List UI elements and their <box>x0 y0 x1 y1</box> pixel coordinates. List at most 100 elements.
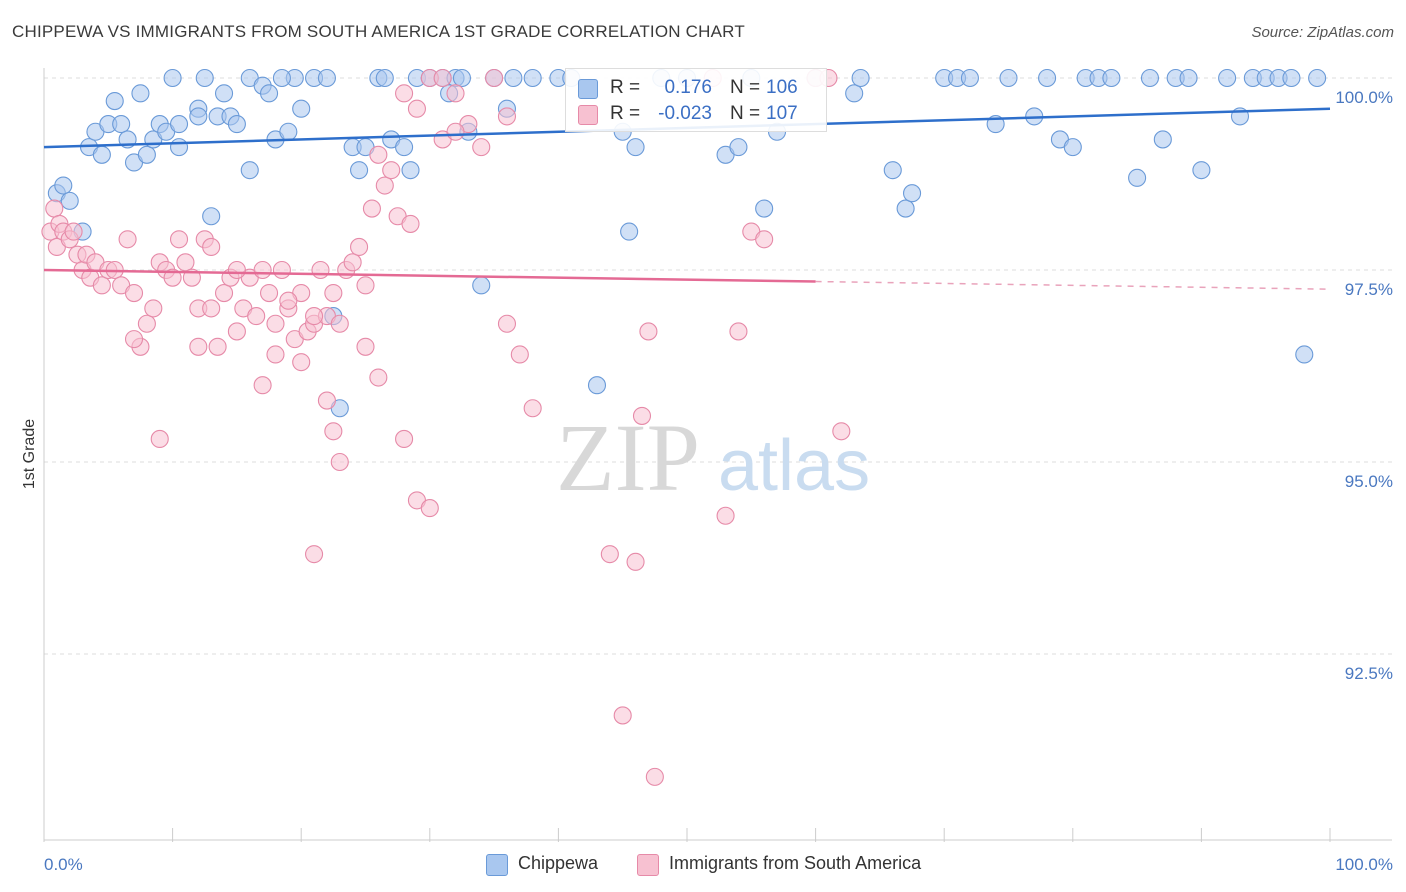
immigrants-point <box>632 406 652 425</box>
immigrants-point <box>202 237 221 257</box>
chippewa-point <box>626 138 645 157</box>
source-credit: Source: ZipAtlas.com <box>1251 24 1394 41</box>
immigrants-point <box>163 268 182 287</box>
immigrants-point <box>169 230 189 249</box>
chippewa-point <box>1192 161 1211 180</box>
immigrants-point <box>259 283 279 303</box>
chippewa-point <box>755 199 774 218</box>
immigrants-point <box>613 706 632 725</box>
y-axis-title: 1st Grade <box>21 419 38 489</box>
axes <box>43 68 1392 842</box>
immigrants-point <box>356 337 375 356</box>
immigrants-point <box>401 214 420 233</box>
immigrants-point <box>446 84 465 103</box>
legend-n-label: N = <box>730 77 761 98</box>
chippewa-point <box>845 84 864 103</box>
immigrants-point <box>305 307 324 326</box>
y-tick-label: 97.5% <box>1345 280 1393 299</box>
immigrants-point <box>600 545 619 564</box>
chippewa-point <box>472 276 491 295</box>
series-legend: Chippewa Immigrants from South America <box>0 852 1406 878</box>
immigrants-point <box>472 138 491 157</box>
chippewa-point <box>1063 138 1082 157</box>
chippewa-point <box>375 68 394 88</box>
immigrants-point <box>832 422 851 441</box>
immigrants-point <box>350 237 369 257</box>
chippewa-point <box>292 99 311 118</box>
immigrants-point <box>395 429 414 449</box>
chippewa-point <box>395 138 414 157</box>
immigrants-point <box>266 345 285 364</box>
chippewa-point <box>883 161 902 180</box>
legend-n-value: 107 <box>766 103 798 124</box>
immigrants-point <box>150 429 169 449</box>
chippewa-point <box>1218 68 1237 88</box>
immigrants-trend-line-extension <box>815 280 1331 290</box>
legend-row-chippewa: R = 0.176 N = 106 <box>566 75 826 101</box>
chippewa-point <box>60 191 79 210</box>
immigrants-point <box>375 176 394 195</box>
legend-n-label: N = <box>730 103 761 124</box>
legend-swatch-immigrants <box>578 105 598 125</box>
chippewa-point <box>54 176 73 195</box>
x-tick-label-min: 0.0% <box>44 855 83 874</box>
legend-r-value: 0.176 <box>664 77 712 98</box>
chippewa-point <box>1038 68 1057 88</box>
immigrants-point <box>362 199 381 218</box>
chippewa-point <box>1179 68 1198 88</box>
immigrants-point <box>330 452 349 472</box>
chippewa-point <box>137 145 156 164</box>
immigrants-point <box>92 276 111 295</box>
chippewa-point <box>279 122 298 141</box>
chippewa-point <box>960 68 979 88</box>
immigrants-point <box>45 199 64 218</box>
immigrants-point <box>343 253 362 272</box>
immigrants-point <box>137 314 156 333</box>
immigrants-point <box>124 330 144 349</box>
immigrants-point <box>369 145 388 164</box>
chippewa-point <box>169 138 189 157</box>
immigrants-point <box>311 260 330 280</box>
chippewa-point <box>1102 68 1121 88</box>
chippewa-point <box>452 68 472 88</box>
x-tick-label-max: 100.0% <box>1335 855 1393 874</box>
legend-r-label: R = <box>610 77 641 98</box>
chart-title: CHIPPEWA VS IMMIGRANTS FROM SOUTH AMERIC… <box>12 22 745 41</box>
chippewa-point <box>896 199 915 218</box>
chippewa-point <box>195 68 214 88</box>
chippewa-point <box>1295 345 1314 364</box>
immigrants-point <box>253 376 272 395</box>
legend-swatch-chippewa <box>578 79 598 99</box>
chippewa-point <box>163 68 182 88</box>
immigrants-point <box>253 260 272 280</box>
immigrants-point <box>317 391 336 410</box>
immigrants-point <box>202 299 221 318</box>
chippewa-point <box>350 161 369 180</box>
y-tick-label: 95.0% <box>1345 472 1393 491</box>
chippewa-point <box>227 115 246 134</box>
series-label-chippewa: Chippewa <box>518 853 599 873</box>
immigrants-point <box>523 399 542 418</box>
immigrants-point <box>369 368 388 387</box>
immigrants-point <box>227 322 246 341</box>
immigrants-point <box>118 230 137 249</box>
chippewa-point <box>587 376 607 395</box>
y-tick-label: 100.0% <box>1335 88 1393 107</box>
chippewa-point <box>214 84 234 103</box>
chippewa-point <box>504 68 523 88</box>
chippewa-point <box>169 115 189 134</box>
immigrants-point <box>324 283 343 303</box>
chippewa-point <box>1308 68 1327 88</box>
immigrants-point <box>446 122 465 141</box>
immigrants-point <box>420 499 439 518</box>
legend-r-value: -0.023 <box>658 103 712 124</box>
immigrants-point <box>716 506 735 525</box>
immigrants-point <box>247 307 266 326</box>
immigrants-point <box>485 68 504 88</box>
chippewa-point <box>902 184 922 203</box>
chippewa-point <box>317 68 336 88</box>
immigrants-trend-line <box>43 268 816 283</box>
watermark-zip: ZIP <box>556 404 700 511</box>
immigrants-point <box>433 68 452 88</box>
chippewa-point <box>272 68 291 88</box>
